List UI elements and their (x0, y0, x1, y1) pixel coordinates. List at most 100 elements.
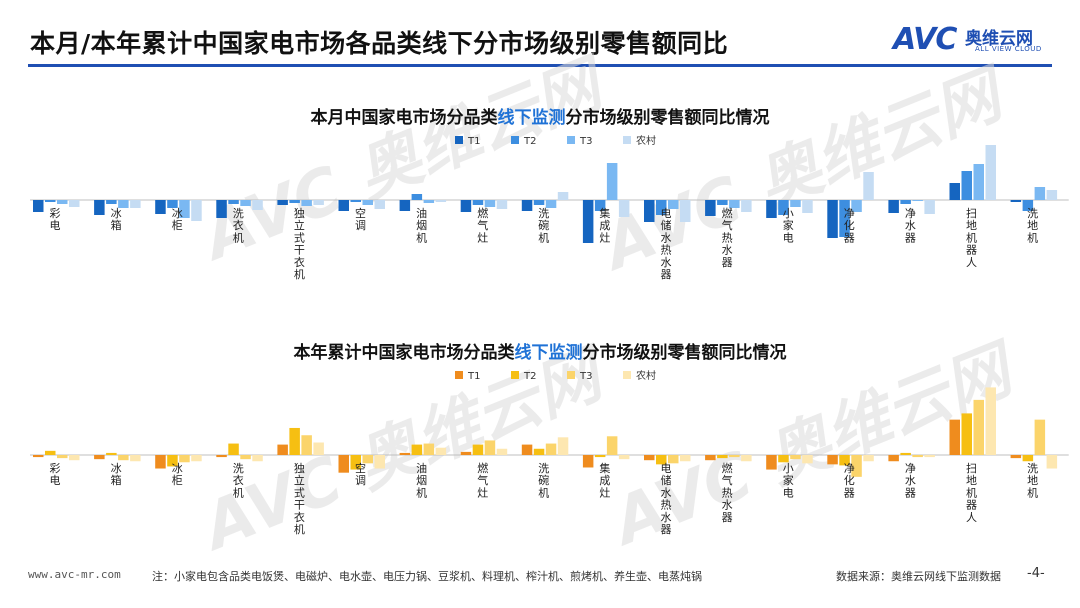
category-char: 灶 (477, 486, 488, 499)
bar-T3: 空调 T3: -5 (362, 200, 373, 205)
bar-T2: 电储水热水器 T2: -15 (656, 200, 667, 215)
category-char: 地 (1027, 219, 1038, 232)
category-char: 水 (661, 511, 672, 524)
bar-T1: 燃气热水器 T1: -16 (705, 200, 716, 216)
bar-农村: 电储水热水器 农村: -22 (680, 200, 691, 222)
category-char: 家 (783, 473, 794, 487)
bar-T3: 洗地机 T3: 34 (1034, 419, 1046, 455)
category-char: 箱 (111, 473, 122, 487)
category-char: 热 (661, 244, 672, 257)
category-char: 小 (783, 462, 794, 475)
category-char: 立 (294, 218, 305, 232)
category-char: 水 (661, 256, 672, 269)
bar-T2: 洗地机 T2: -6 (1022, 455, 1034, 462)
bar-农村: 空调 农村: -13 (374, 455, 385, 469)
category-char: 箱 (111, 218, 122, 232)
footer-source: 数据来源：奥维云网线下监测数据 (836, 570, 1001, 583)
legend-swatch (567, 371, 575, 379)
bar-T3: 燃气灶 T3: -7 (484, 200, 496, 207)
category-char: 空 (355, 461, 366, 475)
legend-label: T2 (523, 371, 536, 382)
category-char: 电 (661, 207, 672, 220)
bar-T1: 净化器 T1: -9 (827, 455, 838, 465)
footer-website[interactable]: www.avc-mr.com (28, 568, 121, 581)
bar-农村: 冰柜 农村: -6 (191, 455, 202, 462)
bar-农村: 冰柜 农村: -21 (191, 200, 202, 221)
bar-T2: 彩电 T2: 4 (45, 450, 56, 455)
category-char: 热 (722, 231, 733, 244)
bar-T1: 燃气灶 T1: 3 (460, 451, 472, 455)
category-char: 干 (294, 244, 305, 257)
bar-T3: 小家电 T3: -7 (790, 200, 801, 207)
category-label: 冰柜 (172, 207, 183, 232)
bar-T1: 燃气热水器 T1: -5 (705, 455, 716, 461)
bar-T1: 洗碗机 T1: 10 (521, 444, 533, 455)
bar-农村: 扫地机器人 农村: 55 (985, 145, 996, 200)
category-label: 空调 (355, 461, 366, 487)
category-label: 彩电 (50, 207, 61, 232)
category-label: 扫地机器人 (966, 462, 977, 524)
bar-T2: 小家电 T2: -15 (778, 200, 789, 215)
bar-农村: 小家电 农村: -13 (802, 200, 813, 213)
chart-title-highlight: 线下监测 (515, 342, 583, 363)
category-label: 冰箱 (111, 462, 122, 487)
category-char: 机 (1027, 485, 1038, 499)
category-char: 式 (294, 231, 305, 244)
category-char: 气 (722, 218, 733, 232)
bar-T2: 洗碗机 T2: 6 (533, 448, 545, 455)
bar-农村: 冰箱 农村: -6 (130, 455, 141, 462)
legend-label: T2 (523, 136, 536, 147)
category-char: 水 (722, 244, 733, 257)
bar-T3: 小家电 T3: -4 (790, 455, 801, 460)
category-char: 洗 (538, 207, 549, 220)
bar-农村: 油烟机 农村: -2 (435, 200, 447, 202)
bar-T1: 净化器 T1: -38 (827, 200, 838, 238)
category-char: 机 (416, 485, 427, 499)
category-char: 机 (294, 522, 305, 536)
bar-T1: 集成灶 T1: -12 (582, 455, 594, 468)
bar-农村: 扫地机器人 农村: 65 (985, 387, 996, 455)
bar-农村: 油烟机 农村: 7 (435, 447, 447, 455)
category-char: 地 (966, 474, 977, 487)
category-char: 洗 (233, 207, 244, 220)
bar-T1: 燃气灶 T1: -12 (460, 200, 472, 212)
bar-农村: 燃气灶 农村: 6 (496, 448, 508, 455)
category-char: 气 (477, 473, 488, 487)
bar-T3: 洗衣机 T3: -6 (240, 200, 251, 206)
category-char: 热 (722, 486, 733, 499)
bar-T1: 集成灶 T1: -43 (582, 200, 594, 243)
category-char: 灶 (599, 231, 610, 244)
category-label: 集成灶 (599, 206, 610, 244)
category-char: 电 (783, 231, 794, 244)
bar-农村: 净化器 农村: 28 (863, 172, 874, 200)
bar-T2: 燃气热水器 T2: -5 (717, 200, 728, 205)
category-label: 洗地机 (1027, 462, 1038, 499)
bar-T3: 空调 T3: -8 (362, 455, 373, 464)
category-char: 地 (966, 219, 977, 232)
category-char: 净 (905, 206, 916, 220)
category-char: 器 (722, 256, 733, 269)
category-char: 机 (966, 230, 977, 244)
footer-note: 注：小家电包含品类电饭煲、电磁炉、电水壶、电压力锅、豆浆机、料理机、榨汁机、煎烤… (152, 570, 702, 583)
category-char: 油 (416, 461, 427, 475)
category-char: 扫 (966, 462, 977, 475)
legend-swatch (623, 136, 631, 144)
legend-label: T3 (579, 136, 592, 147)
bar-T2: 冰箱 T2: 2 (106, 452, 117, 455)
bar-T3: 净化器 T3: -21 (851, 455, 862, 477)
category-char: 器 (844, 486, 855, 499)
bar-T1: 洗地机 T1: -2 (1010, 200, 1022, 202)
legend-label: T3 (579, 371, 592, 382)
bar-T2: 空调 T2: -2 (350, 200, 361, 202)
bar-农村: 彩电 农村: -5 (69, 455, 80, 461)
category-label: 燃气灶 (477, 461, 488, 499)
bar-T2: 燃气灶 T2: -5 (472, 200, 484, 205)
bar-T1: 油烟机 T1: 2 (399, 452, 411, 455)
chart-title-part: 分市场级别零售额同比情况 (583, 342, 787, 363)
category-char: 储 (661, 473, 672, 487)
bar-T3: 独立式干衣机 T3: 19 (301, 435, 312, 455)
category-char: 水 (661, 231, 672, 244)
category-char: 机 (538, 485, 549, 499)
bar-T3: 集成灶 T3: 18 (606, 436, 618, 455)
bar-T1: 洗地机 T1: -3 (1010, 455, 1022, 459)
